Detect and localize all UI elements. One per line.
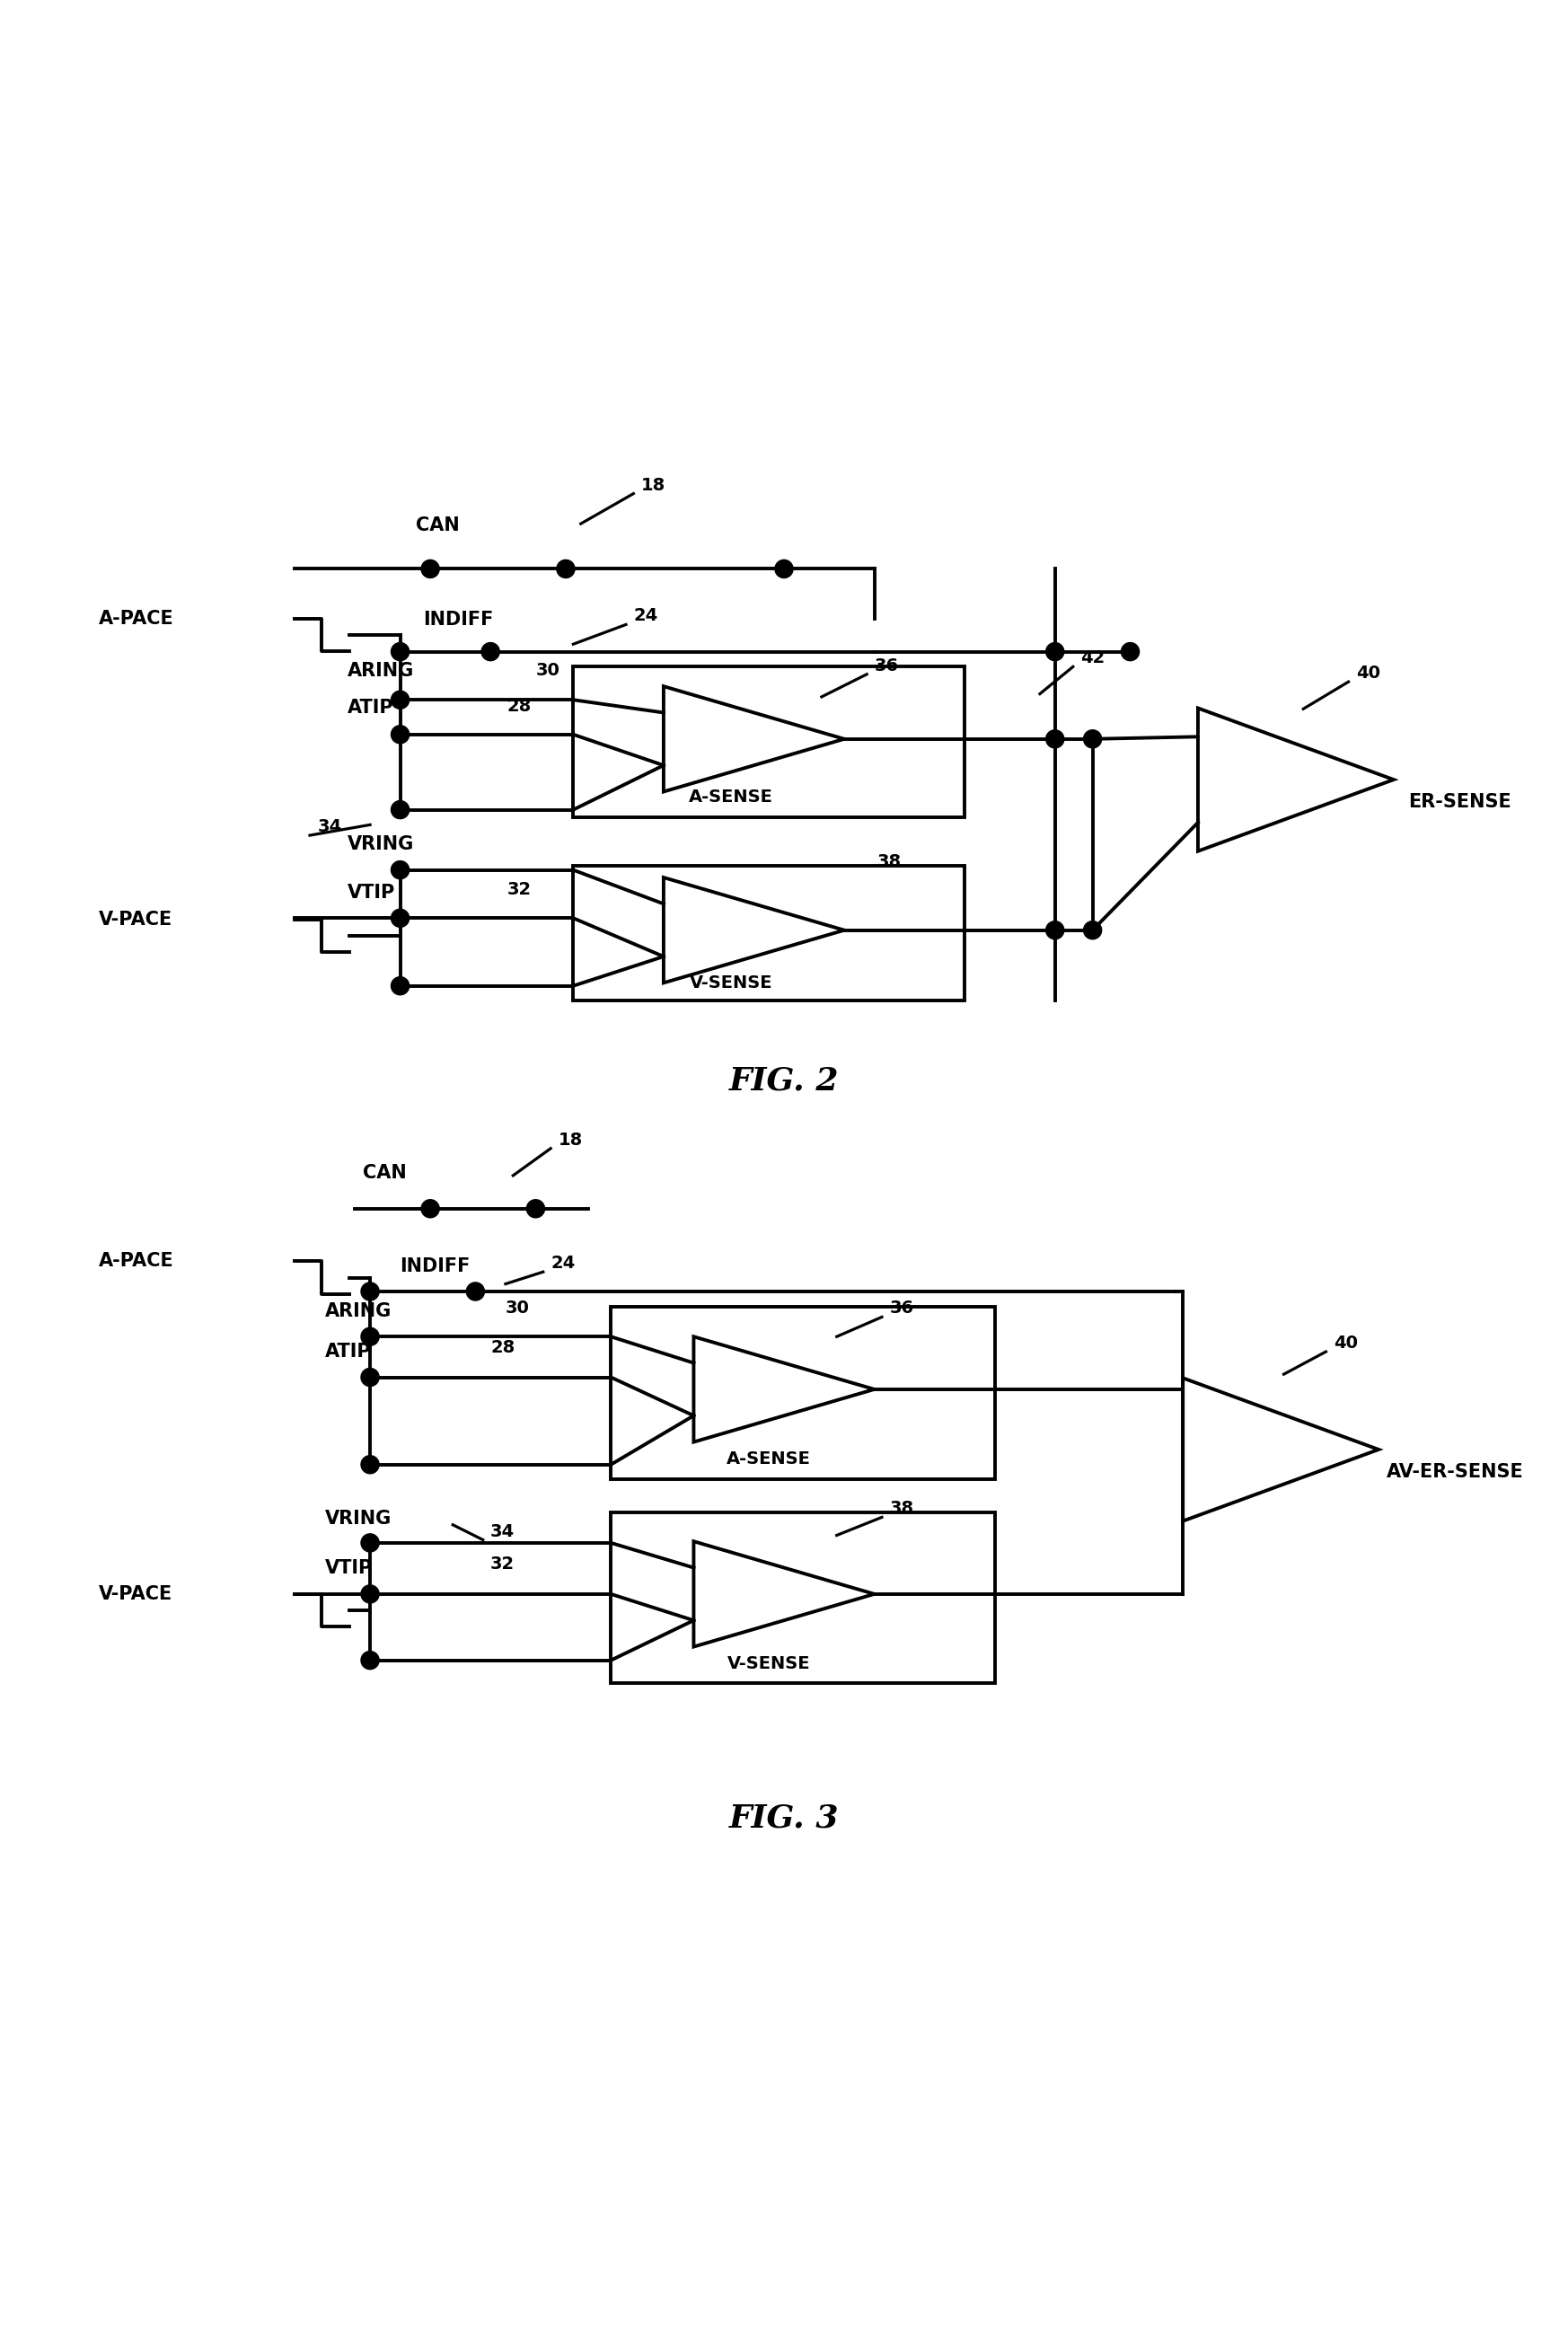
Text: 32: 32	[506, 882, 532, 898]
Text: FIG. 2: FIG. 2	[729, 1066, 839, 1096]
Text: VRING: VRING	[348, 835, 414, 854]
Text: V-PACE: V-PACE	[99, 910, 172, 928]
Circle shape	[390, 861, 409, 880]
Text: V-PACE: V-PACE	[99, 1585, 172, 1603]
Circle shape	[390, 800, 409, 819]
Text: 38: 38	[878, 854, 902, 870]
Text: 34: 34	[491, 1522, 514, 1540]
Circle shape	[557, 561, 575, 577]
Text: 24: 24	[633, 607, 659, 624]
Text: A-PACE: A-PACE	[99, 1252, 174, 1271]
Circle shape	[361, 1533, 379, 1552]
Circle shape	[481, 642, 500, 661]
Circle shape	[390, 691, 409, 710]
Text: 18: 18	[558, 1131, 583, 1150]
Text: CAN: CAN	[364, 1164, 408, 1182]
Circle shape	[361, 1585, 379, 1603]
Text: A-SENSE: A-SENSE	[728, 1450, 811, 1468]
Circle shape	[361, 1652, 379, 1668]
Text: ER-SENSE: ER-SENSE	[1408, 794, 1512, 812]
Text: 28: 28	[506, 698, 532, 714]
Circle shape	[422, 1201, 439, 1217]
Circle shape	[1046, 642, 1065, 661]
Text: ARING: ARING	[325, 1303, 392, 1319]
Text: VRING: VRING	[325, 1510, 392, 1529]
Text: 30: 30	[536, 661, 560, 679]
Text: V-SENSE: V-SENSE	[690, 975, 773, 991]
Circle shape	[1121, 642, 1140, 661]
Text: 42: 42	[1080, 649, 1105, 668]
Text: INDIFF: INDIFF	[400, 1257, 470, 1275]
Circle shape	[361, 1282, 379, 1301]
Text: 32: 32	[491, 1557, 514, 1573]
Text: 40: 40	[1356, 666, 1380, 682]
Text: 30: 30	[505, 1301, 530, 1317]
Text: 36: 36	[889, 1301, 914, 1317]
Text: 24: 24	[550, 1254, 575, 1273]
Text: ATIP: ATIP	[325, 1343, 372, 1361]
Circle shape	[361, 1457, 379, 1473]
Text: V-SENSE: V-SENSE	[728, 1654, 811, 1673]
Circle shape	[466, 1282, 485, 1301]
Circle shape	[390, 642, 409, 661]
Text: FIG. 3: FIG. 3	[729, 1803, 839, 1834]
Text: ATIP: ATIP	[348, 698, 394, 717]
Text: 38: 38	[889, 1501, 914, 1517]
Text: ARING: ARING	[348, 663, 414, 679]
Text: 28: 28	[491, 1338, 514, 1357]
Circle shape	[1083, 731, 1102, 747]
Circle shape	[390, 726, 409, 745]
Circle shape	[1046, 921, 1065, 940]
Text: 34: 34	[317, 819, 342, 835]
Circle shape	[775, 561, 793, 577]
Text: A-SENSE: A-SENSE	[690, 789, 773, 805]
Circle shape	[390, 910, 409, 926]
Text: CAN: CAN	[416, 517, 459, 535]
Circle shape	[1083, 921, 1102, 940]
Text: 40: 40	[1333, 1336, 1358, 1352]
Text: 18: 18	[641, 477, 665, 493]
Circle shape	[390, 977, 409, 996]
Circle shape	[361, 1368, 379, 1387]
Circle shape	[1046, 731, 1065, 747]
Text: A-PACE: A-PACE	[99, 610, 174, 628]
Text: VTIP: VTIP	[348, 884, 395, 901]
Text: AV-ER-SENSE: AV-ER-SENSE	[1386, 1464, 1523, 1480]
Text: 36: 36	[875, 656, 898, 675]
Circle shape	[527, 1201, 544, 1217]
Text: INDIFF: INDIFF	[423, 612, 492, 628]
Circle shape	[361, 1329, 379, 1345]
Text: VTIP: VTIP	[325, 1559, 373, 1578]
Circle shape	[422, 561, 439, 577]
